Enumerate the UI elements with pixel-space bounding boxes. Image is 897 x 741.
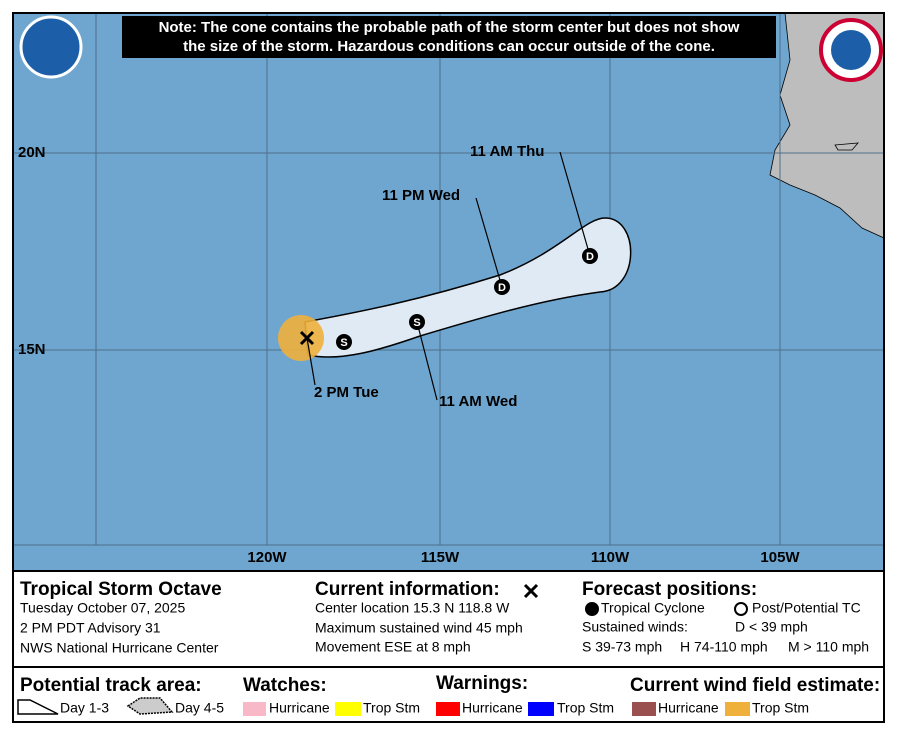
swatch bbox=[243, 702, 266, 716]
legend-item: Trop Stm bbox=[752, 700, 809, 716]
storm-name: Tropical Storm Octave bbox=[20, 579, 222, 600]
swatch bbox=[725, 702, 750, 716]
leader-line bbox=[416, 321, 438, 401]
legend-icon bbox=[126, 697, 174, 715]
swatch bbox=[632, 702, 656, 716]
swatch bbox=[436, 702, 460, 716]
lat-label: 20N bbox=[18, 144, 46, 161]
marker bbox=[336, 334, 352, 350]
legend-item: Hurricane bbox=[462, 700, 523, 716]
forecast-item: D < 39 mph bbox=[735, 619, 808, 635]
swatch bbox=[528, 702, 554, 716]
leader-line bbox=[475, 197, 503, 288]
frame bbox=[12, 12, 885, 723]
forecast-item: Post/Potential TC bbox=[752, 600, 861, 616]
legend-item: Day 4-5 bbox=[175, 700, 224, 716]
legend-icon bbox=[585, 602, 599, 616]
marker bbox=[409, 314, 425, 330]
forecast-title: Forecast positions: bbox=[582, 579, 757, 600]
leader-line bbox=[559, 151, 591, 257]
marker-label: S bbox=[340, 337, 347, 349]
legend-item: Day 1-3 bbox=[60, 700, 109, 716]
current-symbol bbox=[523, 583, 539, 599]
lon-label: 115W bbox=[421, 549, 460, 566]
forecast-item: Tropical Cyclone bbox=[601, 600, 705, 616]
time-label: 2 PM Tue bbox=[314, 384, 379, 401]
current-title: Current information: bbox=[315, 579, 500, 600]
lat-label: 15N bbox=[18, 341, 46, 358]
legend-title: Current wind field estimate: bbox=[630, 675, 880, 696]
legend-title: Potential track area: bbox=[20, 675, 202, 696]
time-label: 11 PM Wed bbox=[382, 187, 460, 204]
legend-icon bbox=[734, 602, 748, 616]
marker-label: D bbox=[498, 282, 506, 294]
marker bbox=[582, 248, 598, 264]
forecast-item: S 39-73 mph bbox=[582, 639, 662, 655]
legend-title: Warnings: bbox=[436, 673, 528, 694]
legend-title: Watches: bbox=[243, 675, 327, 696]
swatch bbox=[335, 702, 361, 716]
legend-item: Hurricane bbox=[269, 700, 330, 716]
time-label: 11 AM Thu bbox=[470, 143, 544, 160]
noaa-logo bbox=[19, 15, 83, 79]
forecast-item: Sustained winds: bbox=[582, 619, 688, 635]
lon-label: 120W bbox=[247, 549, 287, 566]
storm-date: Tuesday October 07, 2025 bbox=[20, 600, 185, 616]
legend-item: Trop Stm bbox=[557, 700, 614, 716]
forecast-item: H 74-110 mph bbox=[680, 639, 768, 655]
note-box bbox=[122, 16, 776, 58]
marker-label: D bbox=[586, 251, 594, 263]
forecast-item: M > 110 mph bbox=[788, 639, 869, 655]
marker-label: S bbox=[413, 317, 420, 329]
legend-item: Hurricane bbox=[658, 700, 719, 716]
island bbox=[834, 142, 859, 151]
forecast-cone bbox=[304, 217, 632, 358]
lon-label: 110W bbox=[591, 549, 630, 566]
marker bbox=[494, 279, 510, 295]
current-line: Center location 15.3 N 118.8 W bbox=[315, 600, 510, 616]
leader-lines bbox=[306, 151, 591, 401]
legend-item: Trop Stm bbox=[363, 700, 420, 716]
lon-label: 105W bbox=[760, 549, 800, 566]
leader-line bbox=[306, 337, 316, 386]
current-position bbox=[299, 330, 315, 346]
time-label: 11 AM Wed bbox=[439, 393, 517, 410]
issuer: NWS National Hurricane Center bbox=[20, 640, 219, 656]
legend-icon bbox=[17, 699, 59, 715]
note-line: the size of the storm. Hazardous conditi… bbox=[183, 38, 715, 55]
current-line: Maximum sustained wind 45 mph bbox=[315, 620, 523, 636]
advisory: 2 PM PDT Advisory 31 bbox=[20, 620, 161, 636]
wind-field bbox=[278, 315, 324, 361]
note-line: Note: The cone contains the probable pat… bbox=[159, 19, 740, 36]
current-line: Movement ESE at 8 mph bbox=[315, 639, 471, 655]
nws-logo-inner bbox=[831, 30, 871, 70]
